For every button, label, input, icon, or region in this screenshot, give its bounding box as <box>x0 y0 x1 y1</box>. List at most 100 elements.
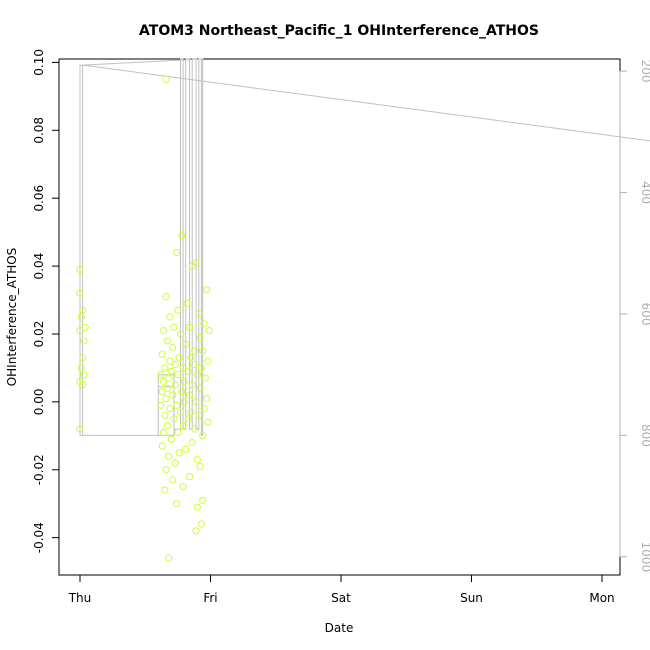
data-point <box>161 411 169 419</box>
data-point <box>203 394 211 403</box>
data-point <box>165 374 173 382</box>
data-point <box>199 496 207 504</box>
x-tick-label: Sat <box>331 591 351 605</box>
data-point <box>76 265 84 274</box>
data-point <box>182 340 190 348</box>
right-tick-label: 1000 <box>639 542 650 573</box>
data-point <box>187 408 195 416</box>
data-point <box>178 231 186 240</box>
y-tick-label: 0.00 <box>32 389 46 416</box>
right-tick-label: 800 <box>639 424 650 447</box>
data-point <box>200 320 208 328</box>
data-point <box>200 405 208 413</box>
data-point <box>166 357 174 365</box>
data-point <box>180 377 188 386</box>
data-point <box>80 371 88 379</box>
data-point <box>179 422 187 430</box>
data-point <box>162 293 170 301</box>
data-point <box>79 381 87 389</box>
data-point <box>80 337 88 345</box>
x-tick-label: Fri <box>203 591 217 605</box>
data-point <box>193 456 201 464</box>
data-point <box>77 364 85 372</box>
data-point <box>196 333 204 341</box>
data-point <box>158 442 166 450</box>
data-point <box>163 337 171 345</box>
data-point <box>165 452 173 460</box>
data-point <box>169 344 177 352</box>
data-point <box>188 439 196 447</box>
data-point <box>173 500 181 508</box>
y-tick-label: 0.06 <box>32 185 46 212</box>
data-point <box>162 75 170 84</box>
data-point <box>197 364 205 372</box>
data-point <box>189 360 198 369</box>
data-point <box>79 306 87 314</box>
data-point <box>196 384 204 392</box>
right-axis: 200 400 600 800 1000 <box>619 60 650 573</box>
data-point <box>188 262 196 270</box>
data-point <box>161 486 169 494</box>
y-tick-label: 0.04 <box>32 253 46 280</box>
data-point <box>166 405 174 413</box>
data-point <box>171 381 179 389</box>
plot-frame <box>58 58 621 576</box>
data-point <box>204 418 212 426</box>
data-point <box>158 388 166 396</box>
data-point <box>159 377 168 386</box>
data-point <box>193 503 201 511</box>
data-point <box>165 554 173 562</box>
data-point <box>195 411 203 419</box>
x-tick-label: Sun <box>460 591 483 605</box>
data-point <box>170 415 178 423</box>
data-point <box>183 299 191 307</box>
right-tick-label: 400 <box>639 181 650 204</box>
data-point <box>204 357 212 365</box>
data-point <box>191 425 199 433</box>
data-point <box>76 327 84 335</box>
data-point <box>195 310 203 318</box>
data-point <box>174 428 182 436</box>
data-point <box>167 435 175 443</box>
data-point <box>170 323 178 331</box>
data-point <box>163 384 171 392</box>
data-point <box>196 462 204 470</box>
data-point <box>175 449 183 457</box>
data-point <box>179 483 187 491</box>
x-tick-label: Mon <box>589 591 614 605</box>
data-point <box>199 347 207 355</box>
data-point <box>191 347 199 355</box>
data-point <box>184 415 192 423</box>
data-point <box>79 354 87 362</box>
data-point <box>188 381 196 389</box>
data-point <box>180 398 188 406</box>
data-point <box>205 327 213 335</box>
data-point <box>192 398 200 406</box>
data-point <box>157 371 165 379</box>
data-point <box>179 364 187 372</box>
data-point <box>199 432 207 440</box>
data-point <box>81 323 89 331</box>
data-point <box>174 306 182 314</box>
data-point <box>167 367 175 375</box>
data-point <box>169 391 177 399</box>
chart-title: ATOM3 Northeast_Pacific_1 OHInterference… <box>139 23 539 39</box>
y-axis-label: OHInterference_ATHOS <box>5 248 19 387</box>
data-point <box>173 401 181 409</box>
data-point <box>193 371 201 379</box>
y-axis: -0.04 -0.02 0.00 0.02 0.04 0.06 0.08 0.10 <box>32 49 60 553</box>
y-tick-label: -0.02 <box>32 454 46 485</box>
data-point <box>77 313 85 321</box>
data-point <box>171 459 179 467</box>
data-point <box>174 371 182 379</box>
data-point <box>192 527 200 535</box>
data-point <box>157 401 165 409</box>
data-points-layer <box>76 75 213 562</box>
data-point <box>171 360 179 369</box>
data-point <box>161 364 169 372</box>
data-point <box>176 408 185 416</box>
data-point <box>169 476 177 484</box>
data-point <box>182 445 190 453</box>
y-tick-label: 0.02 <box>32 321 46 348</box>
